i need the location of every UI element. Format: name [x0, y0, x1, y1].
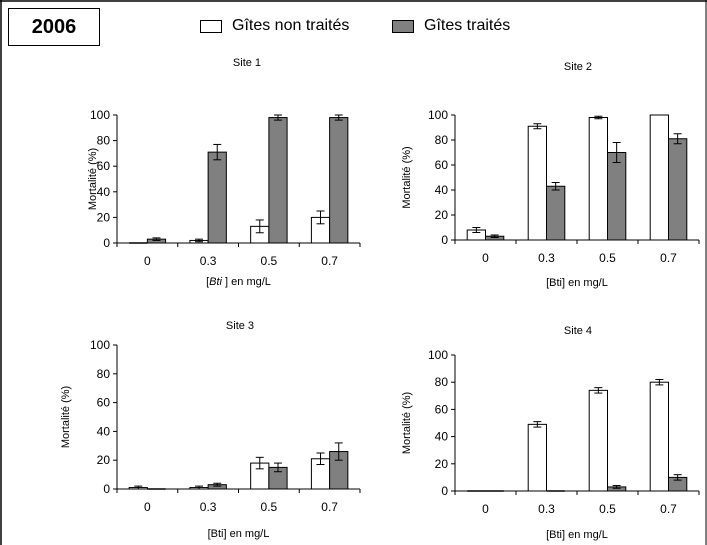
y-tick-label: 0	[441, 484, 448, 498]
bar-untreated	[649, 381, 670, 492]
chart-title: Site 3	[226, 320, 254, 332]
y-tick-label: 20	[435, 457, 449, 471]
x-tick-label: 0.5	[599, 502, 616, 516]
x-tick-label: 0.7	[660, 251, 677, 265]
chart-title: Site 1	[233, 57, 261, 69]
x-axis-label: [Bti] en mg/L	[208, 528, 270, 540]
x-tick-label: 0.3	[538, 251, 555, 265]
bar-treated	[268, 117, 288, 244]
y-tick-label: 0	[103, 236, 110, 250]
x-tick-label: 0.3	[200, 500, 217, 514]
x-axis-label: [Bti] en mg/L	[546, 529, 608, 541]
legend-swatch-untreated	[200, 19, 222, 33]
y-tick-label: 40	[97, 185, 111, 199]
chart-site-3: Site 3 0 20 40 60 80 100 Mortalité (%) 0 0.3 0.5 0.…	[60, 320, 361, 540]
bar-untreated	[649, 114, 670, 241]
y-tick-label: 80	[97, 134, 111, 148]
bar-untreated	[527, 125, 548, 241]
legend-label-treated: Gîtes traités	[424, 17, 511, 34]
x-tick-label: 0.7	[321, 500, 338, 514]
y-tick-label: 100	[90, 338, 110, 352]
y-axis-label: Mortalité (%)	[401, 392, 413, 454]
y-axis-label: Mortalité (%)	[401, 146, 413, 208]
x-axis-label-part: [	[206, 276, 209, 288]
bar-treated	[668, 138, 688, 241]
x-axis-label-part: ] en mg/L	[222, 276, 271, 288]
x-tick-label: 0.7	[321, 254, 338, 268]
y-tick-label: 20	[97, 453, 111, 467]
y-tick-label: 40	[97, 424, 111, 438]
bar-untreated	[588, 389, 609, 492]
legend-entry-treated: Gîtes traités	[392, 16, 510, 36]
x-tick-label: 0.5	[599, 251, 616, 265]
y-tick-label: 40	[435, 183, 449, 197]
x-tick-label: 0.7	[660, 502, 677, 516]
bar-treated	[607, 152, 627, 241]
chart-title: Site 2	[564, 61, 592, 73]
y-axis-label: Mortalité (%)	[87, 148, 99, 210]
y-tick-label: 20	[97, 210, 111, 224]
y-tick-label: 60	[435, 402, 449, 416]
x-tick-label: 0.5	[261, 500, 278, 514]
x-tick-label: 0.3	[200, 254, 217, 268]
x-tick-label: 0.5	[261, 254, 278, 268]
x-tick-label: 0.3	[538, 502, 555, 516]
y-tick-label: 60	[97, 159, 111, 173]
x-tick-label: 0	[482, 251, 489, 265]
legend-swatch-treated	[392, 19, 414, 33]
chart-site-2: Site 2 0 20 40 60 80 100 Mortalité (%) 0 0.3 0.5 0.…	[401, 61, 700, 289]
y-tick-label: 60	[97, 396, 111, 410]
x-tick-label: 0	[482, 502, 489, 516]
y-tick-label: 40	[435, 430, 449, 444]
y-tick-label: 20	[435, 208, 449, 222]
bar-untreated	[588, 117, 609, 241]
chart-site-4: Site 4 0 20 40 60 80 100 Mortalité (%) 0 0.3 0.5 0.…	[401, 325, 700, 541]
x-axis-label-part: Bti	[209, 276, 222, 288]
legend-label-untreated: Gîtes non traités	[232, 17, 350, 34]
bar-untreated	[527, 423, 548, 492]
y-tick-label: 100	[428, 348, 448, 362]
chart-site-1: Site 1 0 20 40 60 80 100 Mortalité (%) 0 0.3 0.5 0.…	[87, 57, 361, 288]
year-label: 2006	[31, 15, 77, 38]
bar-treated	[329, 117, 349, 244]
x-axis-label: [Bti ] en mg/L	[206, 276, 271, 288]
bar-treated	[546, 185, 566, 241]
y-tick-label: 80	[435, 133, 449, 147]
y-tick-label: 100	[90, 108, 110, 122]
x-tick-label: 0	[144, 254, 151, 268]
bar-treated	[207, 151, 227, 244]
y-tick-label: 0	[103, 482, 110, 496]
y-tick-label: 80	[97, 367, 111, 381]
y-tick-label: 0	[441, 233, 448, 247]
x-tick-label: 0	[144, 500, 151, 514]
y-tick-label: 60	[435, 158, 449, 172]
x-axis-label: [Bti] en mg/L	[546, 277, 608, 289]
y-tick-label: 100	[428, 108, 448, 122]
chart-title: Site 4	[564, 325, 592, 337]
year-label-box: 2006	[8, 8, 100, 46]
y-axis-label: Mortalité (%)	[60, 386, 72, 448]
y-tick-label: 80	[435, 375, 449, 389]
legend-entry-untreated: Gîtes non traités	[200, 16, 349, 36]
